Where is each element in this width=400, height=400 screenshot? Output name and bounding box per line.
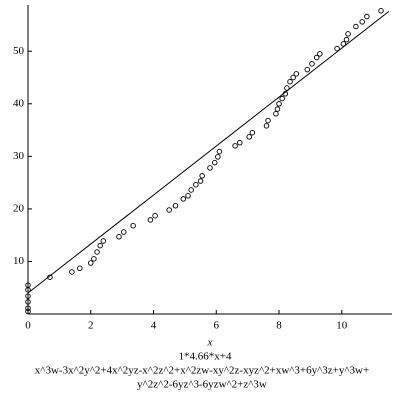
data-point xyxy=(276,101,282,107)
data-point xyxy=(353,23,359,30)
fit-line xyxy=(27,10,390,294)
data-point xyxy=(359,19,365,25)
data-point xyxy=(25,308,31,315)
x-tick-label: 4 xyxy=(151,320,157,332)
data-point xyxy=(232,143,238,149)
data-point xyxy=(317,51,323,57)
data-point xyxy=(166,207,172,213)
data-point xyxy=(100,238,107,244)
data-point xyxy=(279,95,285,102)
data-point xyxy=(309,61,315,67)
data-point xyxy=(249,129,256,136)
data-point xyxy=(273,111,279,117)
data-point xyxy=(343,36,350,43)
data-point xyxy=(25,305,31,311)
data-point xyxy=(97,242,103,249)
caption: x^3w-3x^2y^2+4x^2yz-x^2z^2+x^2zw-xy^2z-x… xyxy=(35,365,369,377)
data-point xyxy=(246,134,252,140)
data-point xyxy=(116,233,122,240)
data-point xyxy=(188,187,194,193)
y-tick-label: 10 xyxy=(13,255,25,267)
data-point xyxy=(199,173,205,179)
y-tick-label: 50 xyxy=(13,45,25,57)
data-point xyxy=(345,31,351,37)
data-point xyxy=(172,202,179,209)
y-tick-label: 20 xyxy=(13,202,25,214)
caption: y^2z^2-6yz^3-6yzw^2+z^3w xyxy=(137,379,267,391)
x-tick-label: 0 xyxy=(25,320,31,332)
data-point xyxy=(364,13,370,20)
data-point xyxy=(88,260,94,266)
data-point xyxy=(120,229,127,235)
data-point xyxy=(304,66,311,73)
data-point xyxy=(207,165,213,171)
data-point xyxy=(237,139,243,146)
data-point xyxy=(287,78,293,85)
data-point xyxy=(274,106,281,112)
y-tick-label: 40 xyxy=(13,97,25,109)
x-tick-label: 8 xyxy=(276,320,282,332)
x-tick-label: 6 xyxy=(214,320,220,332)
data-point xyxy=(215,154,221,160)
x-tick-label: 10 xyxy=(336,320,348,332)
data-point xyxy=(290,74,296,81)
data-point xyxy=(77,265,83,272)
data-point xyxy=(263,123,270,129)
data-point xyxy=(185,193,191,199)
data-point xyxy=(180,196,187,202)
data-point xyxy=(340,41,347,47)
data-point xyxy=(378,8,384,14)
data-point xyxy=(152,212,158,219)
data-point xyxy=(197,178,204,184)
data-point xyxy=(25,287,31,293)
data-point xyxy=(69,269,75,275)
y-tick-label: 30 xyxy=(13,150,25,162)
x-tick-label: 2 xyxy=(88,320,94,332)
data-point xyxy=(130,222,136,229)
data-point xyxy=(25,299,31,305)
data-point xyxy=(313,54,320,61)
data-point xyxy=(265,117,271,124)
data-point xyxy=(193,181,199,188)
caption: 1*4.66*x+4 xyxy=(179,351,232,363)
data-point xyxy=(91,256,97,262)
data-point xyxy=(211,159,218,166)
data-point xyxy=(293,71,300,77)
x-axis-label: x xyxy=(207,337,213,349)
data-point xyxy=(25,293,31,299)
data-point xyxy=(147,217,154,223)
data-point xyxy=(334,45,340,52)
data-point xyxy=(94,249,100,255)
data-point xyxy=(216,148,223,155)
